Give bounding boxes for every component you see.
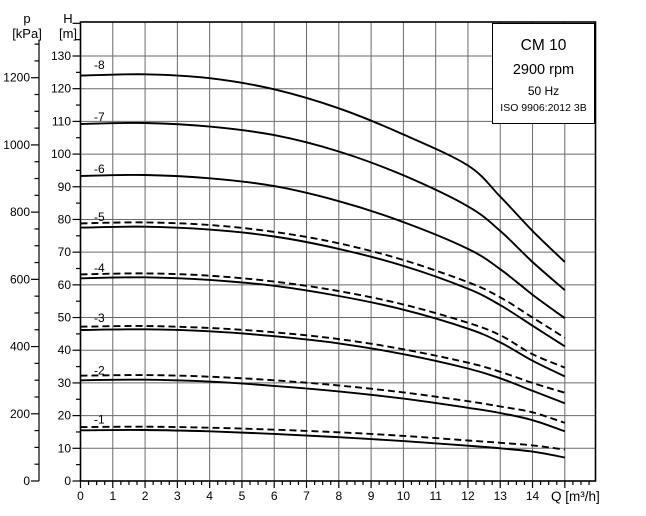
pump-curve-stage-4-solid — [80, 276, 566, 378]
pump-curve-stage-3-dashed — [80, 325, 566, 394]
p-axis-tick-label: 1200 — [3, 71, 30, 85]
p-axis-tick-label: 800 — [10, 205, 30, 219]
p-axis-tick-label: 200 — [10, 407, 30, 421]
p-axis-tick-label: 600 — [10, 272, 30, 286]
h-axis-tick-label: 90 — [58, 180, 72, 194]
p-axis-tick-label: 1000 — [3, 138, 30, 152]
pump-curve-stage-3-solid — [80, 328, 566, 405]
x-axis-tick-label: 0 — [77, 489, 84, 503]
x-axis-tick-label: 9 — [368, 489, 375, 503]
pump-curve-stage-8-solid — [80, 73, 566, 263]
x-axis-tick-label: 14 — [526, 489, 540, 503]
h-axis-tick-label: 130 — [51, 49, 71, 63]
pressure-axis-unit: [kPa] — [12, 26, 42, 41]
h-axis-tick-label: 10 — [58, 441, 72, 455]
x-axis-tick-label: 6 — [271, 489, 278, 503]
pump-curve-stage-5-solid — [80, 225, 566, 348]
x-axis-tick-label: 7 — [303, 489, 310, 503]
curve-label-stage-4: -4 — [94, 261, 105, 275]
h-axis-tick-label: 30 — [58, 376, 72, 390]
h-axis-tick-label: 50 — [58, 311, 72, 325]
curve-label-stage-1: -1 — [94, 413, 105, 427]
pressure-axis-symbol: p — [23, 11, 31, 26]
curve-label-stage-8: -8 — [94, 58, 105, 72]
curve-label-stage-3: -3 — [94, 311, 105, 325]
curve-label-stage-7: -7 — [94, 110, 105, 124]
curve-label-stage-6: -6 — [94, 162, 105, 176]
pump-speed-label: 2900 rpm — [512, 62, 575, 78]
h-axis-tick-label: 110 — [52, 114, 71, 128]
x-axis-tick-label: 10 — [397, 489, 411, 503]
pump-curve-stage-6-solid — [80, 173, 566, 319]
h-axis-tick-label: 20 — [58, 409, 72, 423]
h-axis-tick-label: 40 — [58, 343, 72, 357]
x-axis-tick-label: 2 — [142, 489, 149, 503]
x-axis-tick-label: 13 — [494, 489, 508, 503]
x-axis-tick-label: 1 — [109, 489, 116, 503]
p-axis-tick-label: 400 — [10, 340, 30, 354]
x-axis-tick-label: 8 — [335, 489, 342, 503]
curve-label-stage-2: -2 — [94, 364, 105, 378]
x-axis-tick-label: 3 — [174, 489, 181, 503]
pump-curve-stage-4-dashed — [80, 272, 566, 369]
chart-info-box: CM 10 2900 rpm 50 Hz ISO 9906:2012 3B — [492, 23, 595, 124]
pump-curve-stage-2-dashed — [80, 374, 566, 424]
plot-frame — [79, 21, 597, 482]
h-axis-tick-label: 70 — [58, 245, 72, 259]
head-axis-title: H [m] — [48, 11, 88, 41]
x-axis-tick-label: 5 — [239, 489, 246, 503]
pump-curve-stage-1-dashed — [80, 425, 565, 451]
pump-model-label: CM 10 — [520, 37, 567, 54]
head-axis-unit: [m] — [58, 26, 78, 41]
h-axis-tick-label: 100 — [51, 147, 71, 161]
pump-standard-label: ISO 9906:2012 3B — [500, 102, 587, 114]
h-axis-tick-label: 60 — [58, 278, 72, 292]
h-axis-tick-label: 80 — [58, 212, 72, 226]
pump-curve-stage-1-solid — [80, 429, 565, 459]
curve-label-stage-5: -5 — [94, 210, 105, 224]
pump-curve-stage-2-solid — [80, 378, 566, 433]
head-axis-symbol: H — [63, 11, 73, 26]
x-axis-tick-label: 4 — [206, 489, 213, 503]
pump-curve-stage-5-dashed — [80, 221, 566, 339]
pump-curve-stage-7-solid — [80, 121, 566, 291]
p-axis-tick-label: 0 — [23, 474, 30, 488]
h-axis-tick-label: 0 — [64, 474, 71, 488]
x-axis-tick-label: 11 — [429, 489, 442, 503]
pump-frequency-label: 50 Hz — [527, 84, 560, 98]
x-axis-tick-label: 12 — [461, 489, 475, 503]
h-axis-tick-label: 120 — [51, 82, 71, 96]
flow-axis-title: Q [m³/h] — [551, 489, 600, 504]
pressure-axis-title: p [kPa] — [6, 11, 48, 41]
